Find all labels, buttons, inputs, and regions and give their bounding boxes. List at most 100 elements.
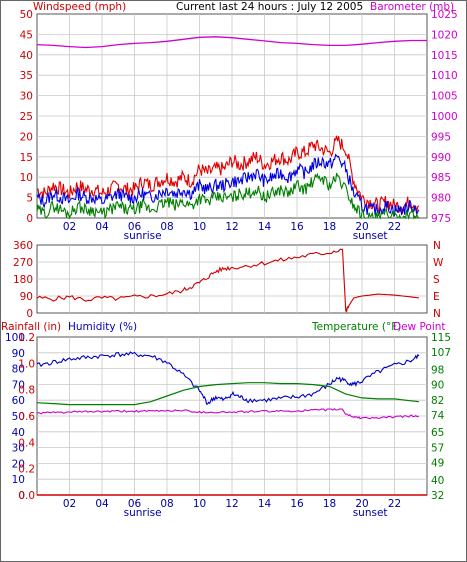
x-tick-label: 14 — [258, 221, 272, 233]
sunset-label: sunset — [353, 230, 388, 242]
temperature-line — [36, 382, 419, 406]
humidity-axis-label: Humidity (%) — [68, 321, 137, 333]
humidity-tick-label: 0 — [18, 490, 25, 502]
compass-label: E — [433, 291, 440, 303]
windspeed-tick-label: 25 — [20, 111, 33, 123]
temperature-tick-label: 115 — [431, 332, 451, 344]
x-tick-label: 02 — [63, 498, 76, 510]
direction-tick-label: 90 — [20, 291, 33, 303]
x-tick-label: 12 — [225, 498, 238, 510]
windspeed-tick-label: 0 — [26, 213, 33, 225]
windspeed-tick-label: 30 — [20, 91, 33, 103]
barometer-tick-label: 990 — [431, 152, 451, 164]
temperature-tick-label: 98 — [431, 364, 444, 376]
rainfall-tick-label: 1.2 — [18, 332, 35, 344]
rainfall-axis-label: Rainfall (in) — [1, 321, 61, 333]
temperature-tick-label: 90 — [431, 380, 444, 392]
windspeed-axis-label: Windspeed (mph) — [33, 1, 126, 13]
x-tick-label: 20 — [355, 221, 368, 233]
x-tick-label: 08 — [160, 221, 173, 233]
humidity-tick-label: 100 — [5, 332, 25, 344]
humidity-tick-label: 70 — [12, 379, 25, 391]
sunrise-label: sunrise — [124, 507, 162, 519]
x-tick-label: 18 — [323, 221, 336, 233]
temperature-tick-label: 49 — [431, 458, 444, 470]
compass-label: N — [433, 240, 441, 252]
x-tick-label: 16 — [290, 221, 304, 233]
windspeed-tick-label: 35 — [20, 70, 33, 82]
x-tick-label: 10 — [193, 221, 206, 233]
barometer-tick-label: 975 — [431, 213, 451, 225]
temperature-tick-label: 32 — [431, 490, 444, 502]
x-tick-label: 06 — [128, 498, 142, 510]
compass-label: N — [433, 308, 441, 320]
humidity-tick-label: 20 — [12, 458, 25, 470]
rainfall-tick-label: 0.0 — [18, 490, 35, 502]
barometer-tick-label: 1020 — [431, 29, 458, 41]
direction-tick-label: 0 — [26, 308, 33, 320]
panel-humidity-temperature: 0 10 20 30 40 50 60 70 80 90 100 0.0 0.2 0.4 0.6 0.8 1.0… — [5, 332, 451, 519]
temperature-axis-label: Temperature (°F) — [311, 321, 401, 333]
humidity-tick-label: 30 — [12, 443, 25, 455]
temperature-tick-label: 74 — [431, 410, 445, 422]
humidity-tick-label: 90 — [12, 348, 25, 360]
dewpoint-axis-label: Dew Point — [393, 321, 446, 333]
x-tick-label: 06 — [128, 221, 142, 233]
windspeed-tick-label: 45 — [20, 29, 33, 41]
direction-tick-label: 270 — [13, 257, 33, 269]
barometer-tick-label: 1015 — [431, 50, 458, 62]
x-tick-label: 08 — [160, 498, 173, 510]
barometer-tick-label: 995 — [431, 131, 451, 143]
direction-tick-label: 360 — [13, 240, 33, 252]
barometer-tick-label: 985 — [431, 172, 451, 184]
x-tick-label: 12 — [225, 221, 238, 233]
barometer-tick-label: 1010 — [431, 70, 458, 82]
wind-average-line — [36, 153, 420, 218]
humidity-tick-label: 50 — [12, 411, 25, 423]
temperature-tick-label: 65 — [431, 427, 444, 439]
humidity-tick-label: 80 — [12, 364, 25, 376]
x-tick-label: 18 — [323, 498, 336, 510]
humidity-tick-label: 40 — [12, 427, 25, 439]
humidity-line — [36, 351, 420, 405]
barometer-tick-label: 1000 — [431, 111, 458, 123]
windspeed-tick-label: 10 — [20, 172, 33, 184]
direction-tick-label: 180 — [13, 274, 33, 286]
x-tick-label: 16 — [290, 498, 304, 510]
barometer-tick-label: 1025 — [431, 9, 458, 21]
temperature-tick-label: 57 — [431, 442, 444, 454]
rainfall-tick-label: 0.6 — [18, 411, 35, 423]
x-tick-label: 14 — [258, 498, 272, 510]
rainfall-tick-label: 1.0 — [18, 358, 35, 370]
windspeed-tick-label: 20 — [20, 131, 33, 143]
humidity-tick-label: 10 — [12, 474, 25, 486]
x-tick-label: 10 — [193, 498, 206, 510]
panel-wind-barometer: 0510152025303540455097598098599099510001… — [20, 9, 458, 242]
wind-gust-line — [36, 135, 420, 215]
chart-title: Current last 24 hours : July 12 2005 — [176, 1, 363, 13]
wind-low-line — [36, 172, 420, 221]
compass-label: S — [433, 274, 440, 286]
x-tick-label: 20 — [355, 498, 368, 510]
sunset-label: sunset — [353, 507, 388, 519]
compass-label: W — [433, 257, 444, 269]
barometer-tick-label: 1005 — [431, 91, 458, 103]
windspeed-tick-label: 5 — [26, 193, 33, 205]
windspeed-tick-label: 15 — [20, 152, 33, 164]
rainfall-tick-label: 0.8 — [18, 385, 35, 397]
x-tick-label: 02 — [63, 221, 76, 233]
temperature-tick-label: 107 — [431, 347, 451, 359]
x-tick-label: 22 — [388, 498, 401, 510]
temperature-tick-label: 82 — [431, 395, 444, 407]
sunrise-label: sunrise — [124, 230, 162, 242]
x-tick-label: 22 — [388, 221, 401, 233]
rainfall-tick-label: 0.2 — [18, 464, 35, 476]
rainfall-tick-label: 0.4 — [18, 437, 35, 449]
windspeed-tick-label: 50 — [20, 9, 33, 21]
barometer-tick-label: 980 — [431, 193, 451, 205]
x-tick-label: 04 — [95, 221, 109, 233]
barometer-line — [36, 36, 427, 49]
windspeed-tick-label: 40 — [20, 50, 33, 62]
